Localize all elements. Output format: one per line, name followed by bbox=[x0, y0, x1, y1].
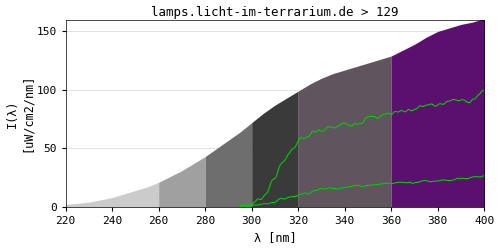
Title: lamps.licht-im-terrarium.de > 129: lamps.licht-im-terrarium.de > 129 bbox=[151, 6, 398, 18]
Y-axis label: I(λ)
[uW/cm2/nm]: I(λ) [uW/cm2/nm] bbox=[6, 74, 34, 152]
X-axis label: λ [nm]: λ [nm] bbox=[254, 232, 296, 244]
